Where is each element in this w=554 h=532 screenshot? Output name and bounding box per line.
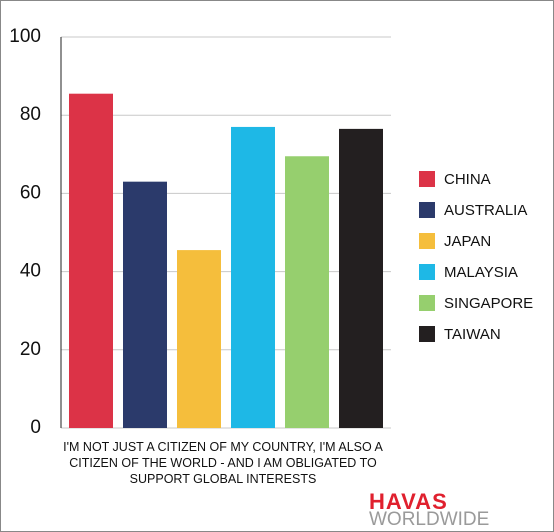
legend-swatch xyxy=(419,202,435,218)
logo-text: WORLDWIDE xyxy=(369,509,490,530)
legend-label: AUSTRALIA xyxy=(444,202,527,219)
bar xyxy=(231,126,275,429)
bar xyxy=(69,93,113,428)
bar xyxy=(177,250,221,428)
y-tick-label: 20 xyxy=(20,339,41,360)
legend-label: SINGAPORE xyxy=(444,295,533,312)
logo-text: HAVAS xyxy=(369,489,448,514)
x-category-label: I'M NOT JUST A CITIZEN OF MY COUNTRY, I'… xyxy=(63,440,383,486)
legend-label: JAPAN xyxy=(444,233,491,250)
y-tick-label: 80 xyxy=(20,104,41,125)
bar xyxy=(285,156,329,428)
legend-label: TAIWAN xyxy=(444,326,501,343)
bar xyxy=(123,181,167,428)
legend-label: CHINA xyxy=(444,171,491,188)
bar xyxy=(339,128,383,428)
legend-swatch xyxy=(419,326,435,342)
y-tick-label: 60 xyxy=(20,182,41,203)
y-tick-label: 0 xyxy=(30,417,41,438)
legend-swatch xyxy=(419,171,435,187)
y-tick-label: 100 xyxy=(9,26,41,47)
legend-swatch xyxy=(419,295,435,311)
legend-swatch xyxy=(419,233,435,249)
y-tick-label: 40 xyxy=(20,261,41,282)
legend-label: MALAYSIA xyxy=(444,264,518,281)
legend-swatch xyxy=(419,264,435,280)
